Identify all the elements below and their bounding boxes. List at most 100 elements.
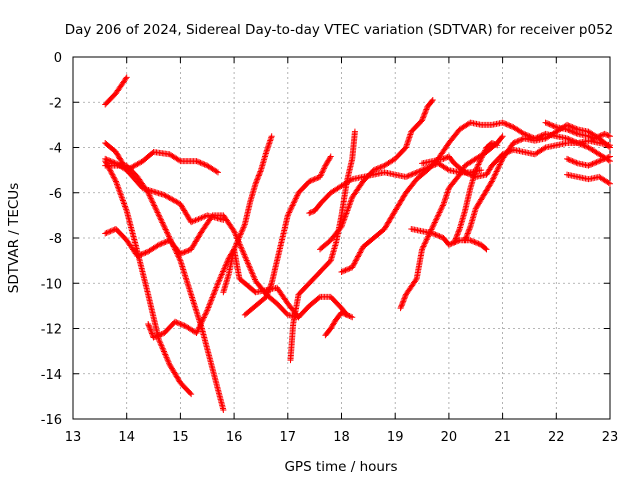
data-point [566,127,573,134]
data-point [515,137,522,144]
data-point [475,240,482,247]
data-point [213,284,220,291]
data-point [429,96,436,103]
data-point [202,311,209,318]
data-point [596,133,603,140]
data-point [119,196,126,203]
data-point [212,287,219,294]
data-point [398,302,405,309]
data-point [178,250,185,257]
data-point [194,327,201,334]
data-point [152,205,159,212]
data-point [107,228,114,235]
data-point [343,210,350,217]
data-point [109,171,116,178]
data-point [570,129,577,136]
data-point [165,358,172,365]
data-point [163,229,170,236]
data-point [211,288,218,295]
data-point [198,318,205,325]
data-points [102,74,613,413]
data-point [377,164,384,171]
data-point [147,193,154,200]
data-point [341,216,348,223]
data-point [145,320,152,327]
x-tick-label: 21 [494,430,511,445]
data-point [287,206,294,213]
data-point [220,268,227,275]
data-point [123,74,130,81]
data-point [549,122,556,129]
data-point [422,239,429,246]
data-point [453,234,460,241]
data-point [319,169,326,176]
data-point [239,248,246,255]
data-point [232,231,239,238]
data-point [565,126,572,133]
data-point [155,212,162,219]
data-point [244,260,251,267]
data-point [372,166,379,173]
data-point [223,261,230,268]
data-point [488,139,495,146]
y-tick-label: -2 [49,96,62,111]
data-point [114,181,121,188]
data-point [135,252,142,259]
data-point [292,195,299,202]
data-point [159,220,166,227]
data-point [497,160,504,167]
data-point [338,223,345,230]
data-point [248,267,255,274]
data-point [108,227,115,234]
data-point [214,280,221,287]
data-point [343,266,350,273]
data-point [463,169,470,176]
data-point [212,285,219,292]
data-point [480,150,487,157]
data-point [198,214,205,221]
data-point [572,159,579,166]
data-point [202,162,209,169]
data-point [440,155,447,162]
data-point [570,158,577,165]
data-point [231,246,238,253]
data-point [428,98,435,105]
data-point [352,257,359,264]
data-point [320,166,327,173]
x-tick-label: 15 [172,430,189,445]
data-point [435,232,442,239]
data-point [176,256,183,263]
data-point [155,241,162,248]
data-point [146,192,153,199]
data-point [121,201,128,208]
data-point [342,267,349,274]
data-point [173,319,180,326]
data-point [491,141,498,148]
data-point [605,143,612,150]
data-point [502,120,509,127]
data-point [421,240,428,247]
data-point [149,150,156,157]
grid-lines [73,57,610,419]
data-point [429,225,436,232]
data-point [343,311,350,318]
data-point [138,251,145,258]
data-point [160,222,167,229]
data-point [437,208,444,215]
data-point [490,175,497,182]
data-point [349,264,356,271]
data-point [601,130,608,137]
data-point [342,213,349,220]
data-point [110,174,117,181]
data-point [471,238,478,245]
data-point [268,281,275,288]
data-point [151,203,158,210]
data-point [490,140,497,147]
data-point [545,120,552,127]
data-point [154,209,161,216]
data-point [221,264,228,271]
data-point [180,249,187,256]
series-arc-11 [322,309,356,339]
y-axis-label: SDTVAR / TECUs [6,183,22,293]
data-point [354,253,361,260]
